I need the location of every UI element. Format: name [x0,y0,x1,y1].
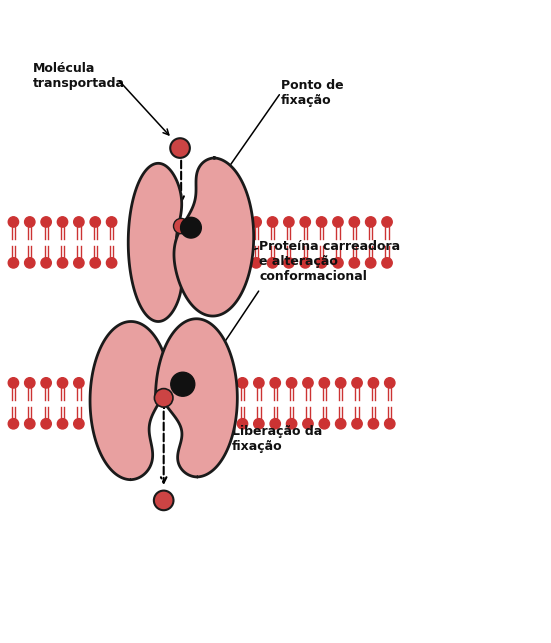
Circle shape [368,377,379,388]
Circle shape [171,372,195,396]
Text: Liberação da
fixação: Liberação da fixação [232,425,322,453]
Circle shape [284,258,294,268]
Circle shape [41,217,51,227]
Circle shape [90,217,100,227]
Circle shape [237,419,248,429]
Circle shape [106,217,117,227]
Circle shape [41,419,51,429]
Circle shape [319,419,329,429]
Circle shape [41,377,51,388]
Circle shape [251,217,261,227]
Polygon shape [128,163,182,322]
Circle shape [251,258,261,268]
Circle shape [57,419,68,429]
Circle shape [336,419,346,429]
Circle shape [106,258,117,268]
Circle shape [57,377,68,388]
Circle shape [316,258,327,268]
Circle shape [57,258,68,268]
Circle shape [8,258,19,268]
Circle shape [270,377,280,388]
Circle shape [174,219,189,233]
Circle shape [333,258,343,268]
Circle shape [237,377,248,388]
Circle shape [287,419,297,429]
Circle shape [8,377,19,388]
Circle shape [336,377,346,388]
Circle shape [319,377,329,388]
Circle shape [316,217,327,227]
Circle shape [270,419,280,429]
Circle shape [154,388,173,407]
Polygon shape [155,319,237,477]
Circle shape [365,258,376,268]
Circle shape [349,217,359,227]
Text: Proteína carreadora
e alteração
conformacional: Proteína carreadora e alteração conforma… [259,240,400,283]
Circle shape [349,258,359,268]
Circle shape [41,258,51,268]
Circle shape [284,217,294,227]
Circle shape [74,258,84,268]
Circle shape [385,377,395,388]
Circle shape [302,377,313,388]
Circle shape [302,419,313,429]
Circle shape [267,217,278,227]
Text: Ponto de
fixação: Ponto de fixação [281,79,344,107]
Circle shape [368,419,379,429]
Circle shape [300,258,310,268]
Circle shape [352,377,362,388]
Circle shape [181,217,201,238]
Circle shape [365,217,376,227]
Circle shape [170,138,190,158]
Circle shape [253,377,264,388]
Circle shape [74,377,84,388]
Text: Molécula
transportada: Molécula transportada [33,62,125,91]
Circle shape [8,217,19,227]
Circle shape [267,258,278,268]
Circle shape [25,217,35,227]
Circle shape [74,217,84,227]
Circle shape [25,258,35,268]
Circle shape [90,258,100,268]
Circle shape [25,377,35,388]
Circle shape [300,217,310,227]
Circle shape [253,419,264,429]
Circle shape [8,419,19,429]
Circle shape [287,377,297,388]
Circle shape [154,491,174,511]
Polygon shape [90,322,168,480]
Circle shape [382,217,392,227]
Circle shape [74,419,84,429]
Circle shape [385,419,395,429]
Circle shape [352,419,362,429]
Polygon shape [174,158,253,316]
Circle shape [25,419,35,429]
Circle shape [57,217,68,227]
Circle shape [382,258,392,268]
Circle shape [333,217,343,227]
